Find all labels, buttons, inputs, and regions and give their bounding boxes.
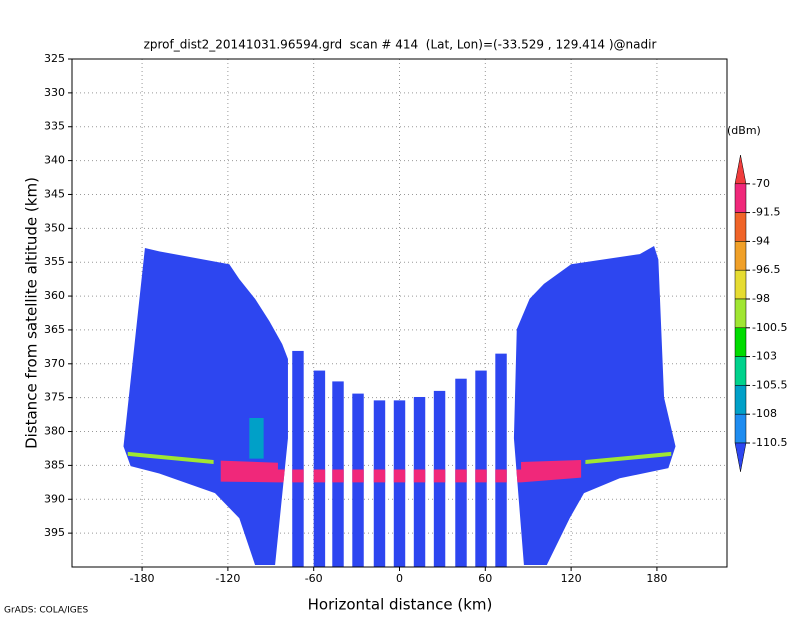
colorbar-label: -94 <box>752 234 770 247</box>
echo-region <box>123 247 288 565</box>
colorbar-label: -103 <box>752 350 777 363</box>
x-tick-label: 0 <box>396 572 403 585</box>
colorbar-label: -108 <box>752 407 777 420</box>
y-tick-label: 355 <box>44 255 65 268</box>
colorbar-swatch <box>734 298 747 329</box>
y-tick-label: 340 <box>44 154 65 167</box>
colorbar-label: -96.5 <box>752 263 780 276</box>
colorbar-swatch <box>734 356 747 386</box>
y-tick-label: 370 <box>44 357 65 370</box>
echo-region <box>513 245 676 565</box>
colorbar-label: -110.5 <box>752 436 787 449</box>
x-tick-label: -180 <box>130 572 155 585</box>
colorbar-swatch <box>734 154 747 185</box>
x-tick-label: -120 <box>215 572 240 585</box>
colorbar-swatch <box>734 413 747 444</box>
x-tick-label: 180 <box>646 572 667 585</box>
colorbar-swatch <box>734 327 747 357</box>
x-tick-label: 60 <box>478 572 492 585</box>
y-tick-label: 360 <box>44 289 65 302</box>
beam <box>292 350 304 567</box>
y-axis-label: Distance from satellite altitude (km) <box>23 177 41 449</box>
y-tick-label: 385 <box>44 458 65 471</box>
colorbar-label: -100.5 <box>752 321 787 334</box>
beam <box>495 353 507 567</box>
y-tick-label: 375 <box>44 391 65 404</box>
y-tick-label: 335 <box>44 120 65 133</box>
colorbar-swatch <box>734 183 747 213</box>
plot-frame <box>71 58 728 568</box>
beam <box>393 400 406 567</box>
colorbar-swatch <box>734 212 747 242</box>
echo-overlay <box>249 417 264 459</box>
x-axis-label: Horizontal distance (km) <box>308 596 493 614</box>
colorbar-swatch <box>734 269 747 300</box>
echo-overlay <box>127 451 214 465</box>
y-tick-label: 395 <box>44 526 65 539</box>
colorbar-label: -105.5 <box>752 378 787 391</box>
y-tick-label: 365 <box>44 323 65 336</box>
colorbar-swatch <box>734 241 747 271</box>
echo-overlay <box>585 451 672 465</box>
x-tick-label: 120 <box>561 572 582 585</box>
y-tick-label: 350 <box>44 221 65 234</box>
colorbar-label: -91.5 <box>752 206 780 219</box>
x-tick-label: -60 <box>305 572 323 585</box>
beam <box>373 400 386 567</box>
beam <box>475 370 487 567</box>
footer: GrADS: COLA/IGES <box>4 606 88 616</box>
colorbar-unit: (dBm) <box>727 124 761 137</box>
y-tick-label: 330 <box>44 86 65 99</box>
y-tick-label: 345 <box>44 187 65 200</box>
colorbar-swatch <box>734 442 747 472</box>
colorbar-label: -70 <box>752 177 770 190</box>
beam <box>313 370 326 567</box>
colorbar-swatch <box>734 385 747 415</box>
y-tick-label: 380 <box>44 425 65 438</box>
colorbar-label: -98 <box>752 292 770 305</box>
y-tick-label: 390 <box>44 492 65 505</box>
chart-title: zprof_dist2_20141031.96594.grd scan # 41… <box>144 38 657 52</box>
y-tick-label: 325 <box>44 52 65 65</box>
